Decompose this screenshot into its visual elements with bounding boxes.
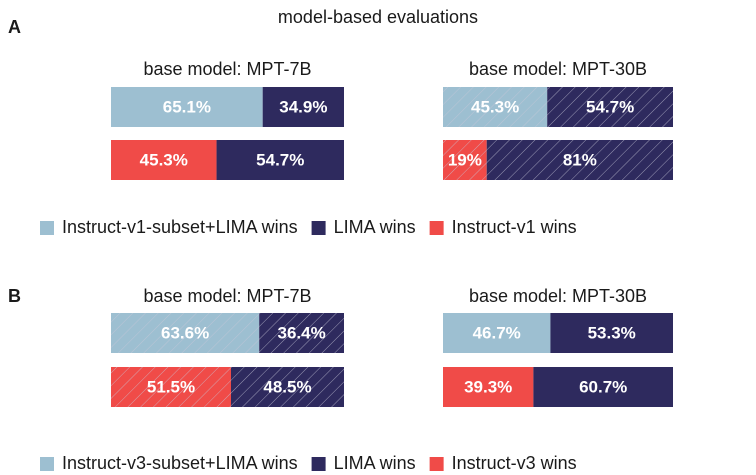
bar-segment xyxy=(533,367,673,407)
value-label: 54.7% xyxy=(586,97,634,116)
value-label: 19% xyxy=(448,150,482,169)
legend-swatch xyxy=(40,221,54,235)
value-label: 34.9% xyxy=(279,97,327,116)
hatch xyxy=(547,87,673,127)
chart-title: base model: MPT-7B xyxy=(143,59,311,79)
legend-label: Instruct-v3-subset+LIMA wins xyxy=(62,453,298,473)
value-label: 54.7% xyxy=(256,150,304,169)
legend-label: LIMA wins xyxy=(334,217,416,237)
hatch xyxy=(230,367,344,407)
value-label: 53.3% xyxy=(588,323,636,342)
bar-segment xyxy=(262,87,344,127)
legend-label: Instruct-v1 wins xyxy=(452,217,577,237)
hatch xyxy=(111,313,260,353)
chart-title: base model: MPT-30B xyxy=(469,286,647,306)
bar-segment xyxy=(111,87,263,127)
value-label: 60.7% xyxy=(579,377,627,396)
bar-segment xyxy=(550,313,673,353)
legend-label: Instruct-v3 wins xyxy=(452,453,577,473)
value-label: 46.7% xyxy=(473,323,521,342)
panel-label: B xyxy=(8,286,21,306)
hatch xyxy=(443,87,548,127)
legend-swatch xyxy=(40,457,54,471)
hatch xyxy=(443,140,487,180)
legend-label: Instruct-v1-subset+LIMA wins xyxy=(62,217,298,237)
hatch xyxy=(486,140,673,180)
figure-title: model-based evaluations xyxy=(278,7,478,27)
legend-swatch xyxy=(429,221,444,235)
value-label: 81% xyxy=(563,150,597,169)
value-label: 45.3% xyxy=(471,97,519,116)
value-label: 51.5% xyxy=(147,377,195,396)
value-label: 48.5% xyxy=(263,377,311,396)
hatch xyxy=(111,367,231,407)
value-label: 39.3% xyxy=(464,377,512,396)
bar-segment xyxy=(216,140,344,180)
bar-segment xyxy=(111,140,217,180)
hatch xyxy=(259,313,344,353)
legend-swatch xyxy=(429,457,444,471)
value-label: 45.3% xyxy=(140,150,188,169)
bar-segment xyxy=(443,313,551,353)
value-label: 36.4% xyxy=(277,323,325,342)
chart-title: base model: MPT-7B xyxy=(143,286,311,306)
legend-swatch xyxy=(311,221,326,235)
value-label: 65.1% xyxy=(163,97,211,116)
legend-label: LIMA wins xyxy=(334,453,416,473)
bar-segment xyxy=(443,367,534,407)
chart-title: base model: MPT-30B xyxy=(469,59,647,79)
panel-label: A xyxy=(8,17,21,37)
legend-swatch xyxy=(311,457,326,471)
value-label: 63.6% xyxy=(161,323,209,342)
